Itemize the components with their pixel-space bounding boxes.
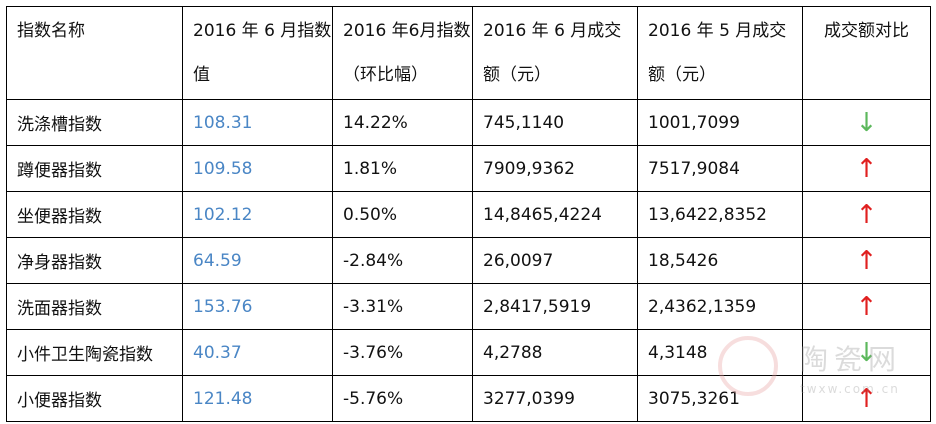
may-turnover-cell: 4,3148: [637, 329, 803, 376]
table-row: 小件卫生陶瓷指数 40.37 -3.76% 4,2788 4,3148 ↓: [6, 329, 931, 376]
index-change-cell: -2.84%: [332, 237, 473, 284]
index-name-cell: 洗涤槽指数: [6, 99, 183, 146]
header-june-turnover: 2016 年 6 月成交额（元）: [472, 6, 638, 100]
june-turnover-cell: 3277,0399: [472, 375, 638, 422]
turnover-comparison-cell: ↓: [802, 99, 931, 146]
may-turnover-cell: 2,4362,1359: [637, 283, 803, 330]
index-change-cell: -3.31%: [332, 283, 473, 330]
june-turnover-cell: 745,1140: [472, 99, 638, 146]
index-name-cell: 蹲便器指数: [6, 145, 183, 192]
header-june-index-change: 2016 年6月指数（环比幅）: [332, 6, 473, 100]
index-value-cell: 153.76: [182, 283, 333, 330]
arrow-up-icon: ↑: [855, 245, 878, 276]
index-value-cell: 121.48: [182, 375, 333, 422]
table-row: 坐便器指数 102.12 0.50% 14,8465,4224 13,6422,8352…: [6, 191, 931, 238]
turnover-comparison-cell: ↑: [802, 375, 931, 422]
arrow-down-icon: ↓: [855, 107, 878, 138]
arrow-down-icon: ↓: [855, 337, 878, 368]
table-row: 洗涤槽指数 108.31 14.22% 745,1140 1001,7099 ↓: [6, 99, 931, 146]
june-turnover-cell: 4,2788: [472, 329, 638, 376]
index-name-cell: 坐便器指数: [6, 191, 183, 238]
header-june-index-value: 2016 年 6 月指数值: [182, 6, 333, 100]
may-turnover-cell: 7517,9084: [637, 145, 803, 192]
header-turnover-comparison: 成交额对比: [802, 6, 931, 100]
june-turnover-cell: 14,8465,4224: [472, 191, 638, 238]
may-turnover-cell: 1001,7099: [637, 99, 803, 146]
table-row: 净身器指数 64.59 -2.84% 26,0097 18,5426 ↑: [6, 237, 931, 284]
june-turnover-cell: 7909,9362: [472, 145, 638, 192]
index-name-cell: 洗面器指数: [6, 283, 183, 330]
table-row: 蹲便器指数 109.58 1.81% 7909,9362 7517,9084 ↑: [6, 145, 931, 192]
index-name-cell: 小便器指数: [6, 375, 183, 422]
table-row: 小便器指数 121.48 -5.76% 3277,0399 3075,3261 ↑: [6, 375, 931, 422]
table-header-row: 指数名称 2016 年 6 月指数值 2016 年6月指数（环比幅） 2016 …: [6, 6, 931, 100]
index-change-cell: 0.50%: [332, 191, 473, 238]
arrow-up-icon: ↑: [855, 153, 878, 184]
turnover-comparison-cell: ↓: [802, 329, 931, 376]
table-row: 洗面器指数 153.76 -3.31% 2,8417,5919 2,4362,1359 ↑: [6, 283, 931, 330]
index-value-cell: 102.12: [182, 191, 333, 238]
index-name-cell: 净身器指数: [6, 237, 183, 284]
index-change-cell: 1.81%: [332, 145, 473, 192]
may-turnover-cell: 13,6422,8352: [637, 191, 803, 238]
index-value-cell: 108.31: [182, 99, 333, 146]
turnover-comparison-cell: ↑: [802, 191, 931, 238]
index-value-cell: 64.59: [182, 237, 333, 284]
turnover-comparison-cell: ↑: [802, 283, 931, 330]
arrow-up-icon: ↑: [855, 383, 878, 414]
turnover-comparison-cell: ↑: [802, 145, 931, 192]
index-change-cell: -5.76%: [332, 375, 473, 422]
june-turnover-cell: 26,0097: [472, 237, 638, 284]
index-change-cell: 14.22%: [332, 99, 473, 146]
header-may-turnover: 2016 年 5 月成交额（元）: [637, 6, 803, 100]
index-change-cell: -3.76%: [332, 329, 473, 376]
index-value-cell: 40.37: [182, 329, 333, 376]
index-value-cell: 109.58: [182, 145, 333, 192]
index-name-cell: 小件卫生陶瓷指数: [6, 329, 183, 376]
may-turnover-cell: 3075,3261: [637, 375, 803, 422]
header-index-name: 指数名称: [6, 6, 183, 100]
june-turnover-cell: 2,8417,5919: [472, 283, 638, 330]
turnover-comparison-cell: ↑: [802, 237, 931, 284]
may-turnover-cell: 18,5426: [637, 237, 803, 284]
ceramic-index-table: 指数名称 2016 年 6 月指数值 2016 年6月指数（环比幅） 2016 …: [6, 6, 931, 422]
arrow-up-icon: ↑: [855, 199, 878, 230]
arrow-up-icon: ↑: [855, 291, 878, 322]
